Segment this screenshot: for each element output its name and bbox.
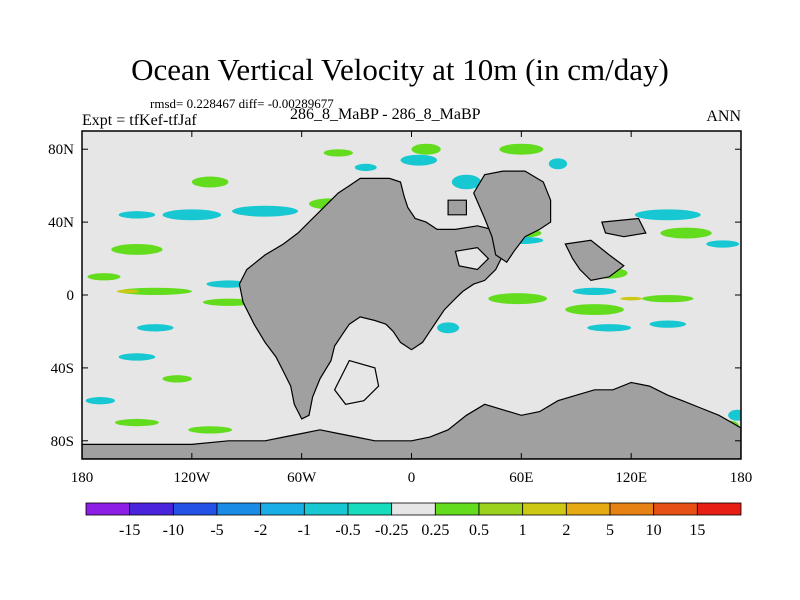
colorbar-label: 10 <box>646 522 662 539</box>
x-tick-label: 0 <box>408 470 416 486</box>
season-label: ANN <box>706 108 741 125</box>
positive-velocity-patch <box>188 426 233 434</box>
positive-velocity-patch <box>411 143 441 155</box>
negative-velocity-patch <box>232 205 299 217</box>
negative-velocity-patch <box>548 158 568 170</box>
land-antarctica <box>82 381 741 459</box>
chart-title: Ocean Vertical Velocity at 10m (in cm/da… <box>131 52 669 87</box>
y-tick-label: 80N <box>48 142 74 158</box>
case-comparison-label: 286_8_MaBP - 286_8_MaBP <box>290 106 481 123</box>
colorbar-label: 1 <box>519 522 527 539</box>
colorbar-box <box>565 502 611 516</box>
x-tick-label: 120W <box>173 470 211 486</box>
colorbar-label: 5 <box>606 522 614 539</box>
negative-velocity-patch <box>162 209 222 221</box>
colorbar-box <box>478 502 524 516</box>
positive-velocity-patch <box>642 295 694 303</box>
negative-velocity-patch <box>400 154 438 166</box>
positive-velocity-patch <box>191 176 229 188</box>
negative-velocity-patch <box>118 211 156 219</box>
coast-lake_north <box>454 246 490 271</box>
colorbar-box <box>609 502 655 516</box>
y-tick-label: 40S <box>51 361 74 377</box>
colorbar-label: 0.25 <box>421 522 449 539</box>
negative-velocity-patch <box>136 324 174 332</box>
colorbar-box <box>216 502 262 516</box>
y-tick-label: 0 <box>67 288 75 304</box>
x-tick-label: 180 <box>730 470 753 486</box>
colorbar-box <box>172 502 218 516</box>
strong-positive-patch <box>620 296 643 301</box>
negative-velocity-patch <box>118 353 156 361</box>
negative-velocity-patch <box>728 409 741 421</box>
colorbar-label: -0.5 <box>335 522 360 539</box>
x-tick-label: 120E <box>615 470 647 486</box>
colorbar-box <box>653 502 698 516</box>
rmsd-diff-stats: rmsd= 0.228467 diff= -0.00289677 <box>150 96 334 111</box>
colorbar-label: 15 <box>689 522 705 539</box>
colorbar-label: -0.25 <box>375 522 408 539</box>
positive-velocity-patch <box>202 298 255 306</box>
positive-velocity-patch <box>488 293 547 305</box>
colorbar-label: -15 <box>119 522 140 539</box>
x-tick-label: 60E <box>509 470 533 486</box>
experiment-label: Expt = tfKef-tfJaf <box>82 112 197 129</box>
y-tick-label: 80S <box>51 434 74 450</box>
x-tick-label: 60W <box>287 470 317 486</box>
positive-velocity-patch <box>323 149 353 157</box>
colorbar-box <box>85 502 131 516</box>
colorbar-box <box>522 502 567 516</box>
positive-velocity-patch <box>499 143 544 155</box>
positive-velocity-patch <box>87 273 121 281</box>
negative-velocity-patch <box>354 163 377 172</box>
positive-velocity-patch <box>565 304 624 316</box>
negative-velocity-patch <box>437 322 460 334</box>
colorbar-label: -10 <box>163 522 184 539</box>
colorbar-label: 0.5 <box>469 522 489 539</box>
land-small_island <box>447 199 467 216</box>
colorbar-label: -5 <box>210 522 223 539</box>
land-east_islands_a <box>564 239 625 282</box>
colorbar-box <box>129 502 174 516</box>
colorbar-box <box>303 502 349 516</box>
negative-velocity-patch <box>572 287 617 295</box>
strong-positive-patch <box>116 289 139 294</box>
positive-velocity-patch <box>162 375 192 383</box>
positive-velocity-patch <box>660 227 712 239</box>
x-tick-label: 180 <box>71 470 94 486</box>
coast-lake_south <box>333 359 380 405</box>
colorbar-label: -2 <box>254 522 267 539</box>
colorbar-box <box>434 502 480 516</box>
colorbar-box <box>260 502 305 516</box>
colorbar-box <box>696 502 742 516</box>
land-east_land <box>473 170 552 264</box>
positive-velocity-patch <box>118 287 192 295</box>
colorbar-box <box>391 502 436 516</box>
negative-velocity-patch <box>649 320 687 328</box>
negative-velocity-patch <box>451 174 482 190</box>
negative-velocity-patch <box>587 324 632 332</box>
positive-velocity-patch <box>111 243 163 255</box>
land-america <box>238 177 504 420</box>
colorbar-label: 2 <box>562 522 570 539</box>
colorbar-box <box>347 502 393 516</box>
land-east_islands_b <box>601 217 647 238</box>
negative-velocity-patch <box>706 240 740 248</box>
y-tick-label: 40N <box>48 215 74 231</box>
negative-velocity-patch <box>634 209 701 221</box>
positive-velocity-patch <box>114 418 159 427</box>
negative-velocity-patch <box>85 397 115 405</box>
colorbar-label: -1 <box>298 522 311 539</box>
